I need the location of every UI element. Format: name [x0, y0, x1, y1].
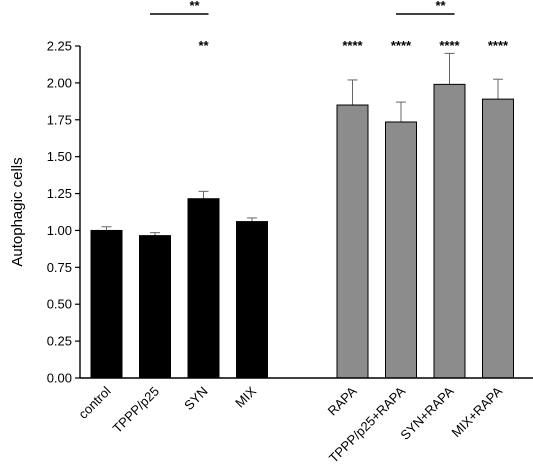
bar-TPPP/p25+RAPA [385, 121, 417, 379]
comparison-stars: ** [435, 0, 446, 13]
y-tick-label: 0.00 [47, 371, 72, 386]
x-tick-label: MIX [232, 383, 259, 410]
comparison-stars: ** [189, 0, 200, 13]
bar-SYN+RAPA [433, 83, 466, 379]
bar-MIX [236, 221, 268, 379]
y-tick-label: 1.00 [47, 223, 72, 238]
y-tick-label: 1.75 [47, 112, 72, 127]
significance-stars: **** [439, 38, 460, 53]
y-tick-label: 0.50 [47, 297, 72, 312]
bar-TPPP/p25 [139, 235, 171, 379]
significance-stars: **** [391, 38, 412, 53]
bar-MIX+RAPA [482, 98, 514, 379]
y-tick-label: 0.75 [47, 260, 72, 275]
significance-stars: **** [488, 38, 509, 53]
x-tick-label: SYN [181, 384, 211, 414]
x-tick-label: control [75, 383, 113, 421]
bar-control [90, 229, 123, 379]
bar-SYN [187, 198, 220, 379]
significance-stars: ** [198, 38, 209, 53]
y-tick-label: 1.50 [47, 149, 72, 164]
y-tick-label: 2.25 [47, 39, 72, 54]
y-axis-title: Autophagic cells [9, 157, 26, 266]
bars-layer [90, 52, 514, 379]
y-tick-label: 0.25 [47, 334, 72, 349]
axes-layer [79, 46, 533, 379]
x-tick-label: MIX+RAPA [448, 383, 505, 440]
x-tick-label: TPPP/p25 [110, 384, 163, 437]
y-tick-label: 2.00 [47, 75, 72, 90]
significance-markers: ** **** **** **** ****** ** [150, 0, 509, 53]
x-tick-label: RAPA [325, 383, 360, 418]
bar-RAPA [336, 104, 369, 379]
y-ticks: 0.00 0.25 0.50 0.75 1.00 1.25 1.50 1.75 2.00 2.25 [47, 39, 80, 386]
x-tick-label: SYN+RAPA [397, 383, 456, 442]
significance-stars: **** [342, 38, 363, 53]
y-tick-label: 1.25 [47, 186, 72, 201]
